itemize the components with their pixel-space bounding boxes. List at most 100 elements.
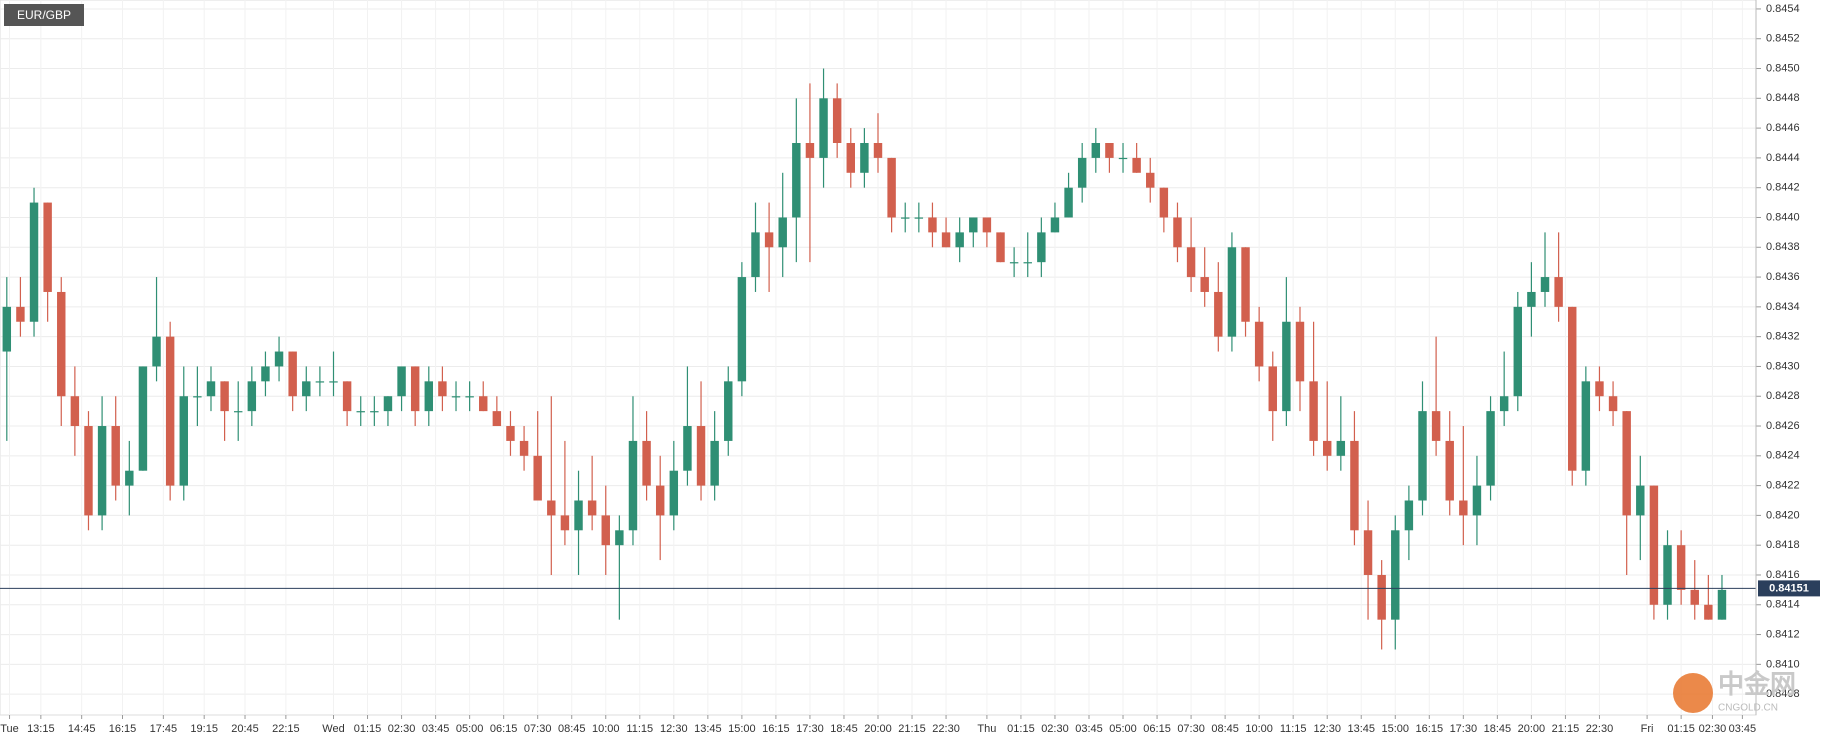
- chart-title: EUR/GBP: [17, 8, 71, 22]
- candle-body: [615, 530, 624, 546]
- candle-body: [519, 440, 529, 456]
- candle-body: [1363, 530, 1373, 575]
- x-tick-label: 17:45: [150, 723, 178, 735]
- candle-body: [1173, 217, 1182, 248]
- x-tick-label: 20:45: [231, 723, 259, 735]
- candle-body: [574, 500, 583, 531]
- candle-body: [397, 366, 406, 397]
- candle-body: [506, 426, 515, 441]
- candle-body: [1105, 143, 1114, 158]
- x-tick-label: 03:45: [1729, 723, 1757, 735]
- candle-body: [587, 500, 597, 516]
- candle-body: [928, 217, 937, 233]
- candle-body: [1295, 321, 1305, 382]
- candle-body: [1431, 411, 1441, 441]
- candle-body: [247, 381, 257, 412]
- candle-body: [261, 366, 270, 382]
- candle-body: [1186, 247, 1196, 278]
- candle-body: [1282, 321, 1291, 412]
- x-tick-label: 19:15: [190, 723, 218, 735]
- candle-body: [547, 500, 556, 516]
- x-tick-label: 14:45: [68, 723, 96, 735]
- candle-body: [792, 143, 801, 218]
- x-tick-label: 13:15: [27, 723, 55, 735]
- x-tick-label: 16:15: [1416, 723, 1444, 735]
- candle-body: [846, 143, 855, 173]
- x-tick-label: 18:45: [830, 723, 858, 735]
- candle-body: [887, 157, 896, 218]
- candle-body: [111, 426, 120, 486]
- candle-body: [1227, 247, 1237, 337]
- candle-body: [329, 381, 338, 383]
- x-tick-label: 02:30: [388, 723, 416, 735]
- candle-body: [737, 277, 747, 382]
- candle-body: [1132, 157, 1141, 173]
- candle-body: [996, 232, 1005, 263]
- y-tick-label: 0.8440: [1766, 211, 1800, 223]
- x-tick-label: 13:45: [1347, 723, 1375, 735]
- candles: [0, 68, 1756, 650]
- y-tick-label: 0.8430: [1766, 360, 1800, 372]
- candle-body: [1023, 262, 1032, 264]
- candle-body: [342, 381, 352, 412]
- title-box: [4, 4, 84, 26]
- x-tick-label: 03:45: [1075, 723, 1103, 735]
- candle-body: [696, 426, 706, 486]
- x-tick-label: 11:15: [626, 723, 653, 735]
- candle-body: [465, 396, 474, 398]
- candle-body: [1214, 291, 1223, 337]
- y-tick-label: 0.8426: [1766, 420, 1800, 432]
- candle-body: [982, 217, 992, 233]
- candle-body: [601, 515, 610, 546]
- candle-body: [125, 470, 134, 486]
- candle-body: [193, 396, 202, 398]
- y-tick-label: 0.8414: [1766, 599, 1800, 611]
- y-tick-label: 0.8412: [1766, 628, 1800, 640]
- candle-body: [1663, 545, 1672, 605]
- candle-body: [288, 351, 297, 397]
- y-tick-label: 0.8448: [1766, 92, 1800, 104]
- x-tick-label: 15:00: [728, 723, 756, 735]
- x-tick-label: 08:45: [558, 723, 586, 735]
- y-tick-label: 0.8408: [1766, 688, 1800, 700]
- candle-body: [43, 202, 52, 292]
- candle-body: [1499, 396, 1509, 412]
- candle-body: [764, 232, 774, 248]
- candle-body: [1050, 217, 1060, 233]
- y-tick-label: 0.8418: [1766, 539, 1800, 551]
- candle-body: [1595, 381, 1604, 397]
- candle-body: [1540, 277, 1550, 292]
- candle-body: [724, 381, 733, 441]
- candle-body: [751, 232, 760, 278]
- candle-body: [16, 306, 25, 322]
- candle-body: [274, 351, 284, 367]
- candle-body: [1037, 232, 1046, 263]
- candle-body: [1404, 500, 1414, 531]
- y-tick-label: 0.8452: [1766, 33, 1800, 45]
- candle-body: [1459, 500, 1468, 516]
- candle-body: [1064, 187, 1073, 218]
- candle-body: [642, 440, 651, 486]
- x-tick-label: 10:00: [592, 723, 620, 735]
- candle-body: [356, 411, 365, 413]
- candle-body: [1622, 411, 1631, 516]
- y-tick-label: 0.8416: [1766, 569, 1800, 581]
- candle-body: [1581, 381, 1591, 471]
- y-tick-label: 0.8436: [1766, 271, 1800, 283]
- x-tick-label: 01:15: [1667, 723, 1695, 735]
- y-tick-label: 0.8432: [1766, 331, 1800, 343]
- x-tick-label: 22:30: [1586, 723, 1614, 735]
- candle-body: [778, 217, 787, 248]
- x-tick-label: 21:15: [1552, 723, 1580, 735]
- candle-body: [1077, 157, 1087, 188]
- candle-body: [1322, 440, 1332, 456]
- candle-body: [805, 143, 815, 158]
- candle-body: [941, 232, 951, 248]
- candle-body: [233, 411, 243, 413]
- x-tick-label: 05:00: [1109, 723, 1137, 735]
- candle-body: [1690, 589, 1699, 605]
- y-tick-label: 0.8444: [1766, 152, 1800, 164]
- candle-body: [1254, 321, 1264, 367]
